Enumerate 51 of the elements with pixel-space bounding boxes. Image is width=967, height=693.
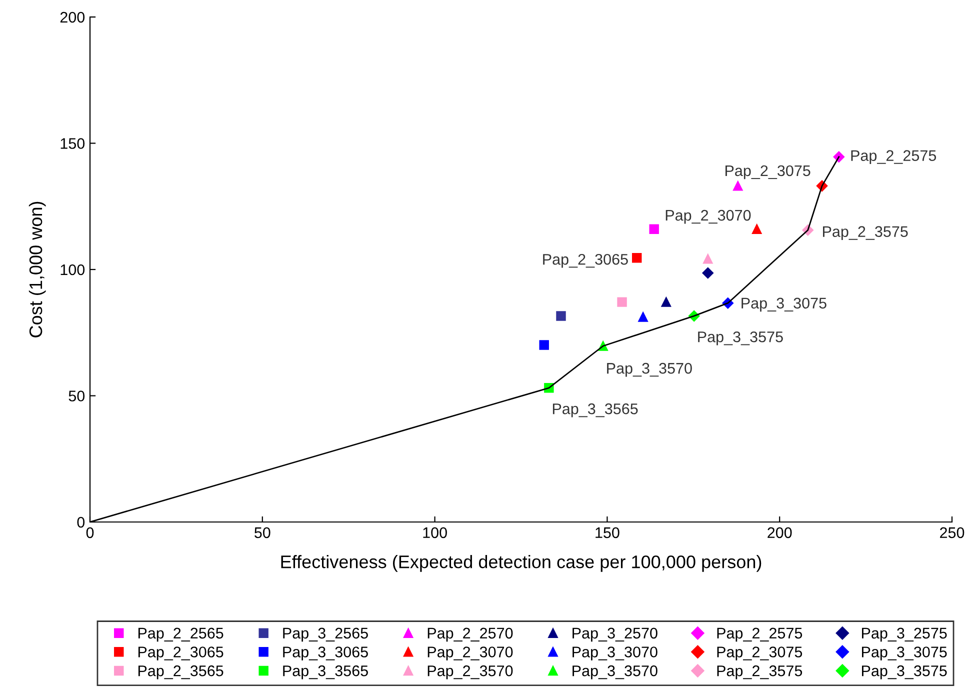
annotation: Pap_2_3075 (726, 165, 810, 180)
annotation: Pap_3_3570 (607, 362, 692, 377)
x-tick-label: 250 (940, 527, 964, 538)
legend-label: Pap_3_3570 (572, 665, 658, 680)
legend-label: Pap_2_2575 (717, 628, 802, 642)
annotation: Pap_2_3575 (823, 226, 908, 240)
point (539, 340, 549, 350)
x-tick-label: 0 (86, 527, 94, 538)
legend-label: Pap_2_3070 (428, 646, 513, 660)
annotation: Pap_3_3565 (552, 403, 638, 418)
point (556, 311, 566, 321)
point (661, 297, 672, 307)
point (638, 312, 648, 322)
legend-label: Pap_2_3075 (717, 646, 802, 660)
annotation: Pap_2_3070 (666, 210, 751, 224)
legend-label: Pap_3_2565 (283, 628, 368, 642)
point (752, 224, 762, 234)
annotation: Pap_2_2575 (851, 150, 936, 164)
point (649, 224, 659, 234)
legend-label: Pap_2_3575 (717, 665, 802, 680)
y-axis-title: Cost (1,000 won) (28, 202, 46, 338)
y-tick-label: 50 (68, 390, 85, 402)
legend-label: Pap_3_2575 (862, 628, 947, 642)
annotation: Pap_2_3065 (543, 254, 628, 268)
point (617, 297, 627, 307)
point (702, 267, 714, 279)
y-tick-label: 150 (60, 138, 85, 149)
legend-label: Pap_3_3070 (572, 646, 658, 660)
x-tick-label: 50 (254, 527, 270, 538)
legend-label: Pap_2_2570 (428, 628, 513, 642)
annotation: Pap_3_3075 (742, 298, 826, 312)
point (703, 254, 713, 264)
y-tick-label: 100 (60, 264, 85, 276)
x-tick-label: 100 (423, 527, 447, 538)
legend-label: Pap_3_2570 (572, 628, 658, 642)
legend-label: Pap_3_3575 (862, 665, 947, 680)
legend-label: Pap_2_3565 (138, 665, 224, 680)
annotation: Pap_3_3575 (698, 331, 783, 346)
legend-label: Pap_2_3065 (138, 646, 224, 660)
y-tick-label: 200 (60, 12, 85, 23)
x-axis-title: Effectiveness (Expected detection case per 100,000 person) (281, 554, 762, 572)
legend-label: Pap_2_3570 (428, 665, 513, 680)
point (632, 253, 642, 263)
x-tick-label: 150 (596, 527, 620, 538)
legend-label: Pap_3_3075 (862, 646, 947, 660)
x-tick-label: 200 (768, 527, 792, 538)
y-tick-label: 0 (77, 516, 85, 528)
legend-label: Pap_2_2565 (138, 628, 224, 642)
legend-label: Pap_3_3565 (283, 665, 368, 680)
point (733, 181, 743, 191)
legend-label: Pap_3_3065 (283, 646, 368, 660)
